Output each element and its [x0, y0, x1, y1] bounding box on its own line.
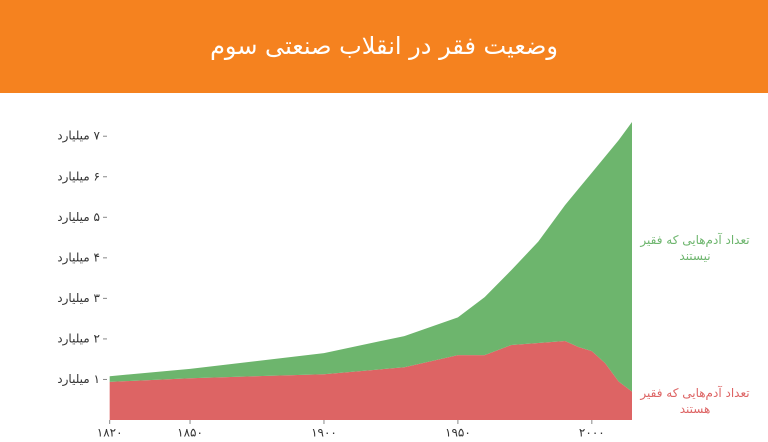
y-tick-label: ۴ میلیارد — [57, 250, 100, 265]
chart-title: وضعیت فقر در انقلاب صنعتی سوم — [210, 32, 558, 60]
y-tick-label: ۲ میلیارد — [57, 331, 100, 346]
y-tick-label: ۵ میلیارد — [57, 210, 100, 225]
y-tick-label: ۳ میلیارد — [57, 291, 100, 306]
y-tick-label: ۷ میلیارد — [57, 129, 100, 144]
x-tick-label: ۱۹۵۰ — [445, 426, 471, 440]
series-label: تعداد آدم‌هایی که فقیر نیستند — [640, 232, 750, 263]
x-tick-label: ۱۹۰۰ — [311, 426, 337, 440]
header-bar — [0, 0, 768, 93]
x-tick-label: ۱۸۲۰ — [97, 426, 123, 440]
area — [109, 340, 632, 420]
x-tick-label: ۱۸۵۰ — [177, 426, 203, 440]
y-tick-label: ۱ میلیارد — [57, 372, 100, 387]
series-label: تعداد آدم‌هایی که فقیر هستند — [640, 386, 750, 416]
y-tick-label: ۶ میلیارد — [57, 169, 100, 184]
x-tick-label: ۲۰۰۰ — [579, 426, 605, 440]
area — [109, 122, 632, 392]
